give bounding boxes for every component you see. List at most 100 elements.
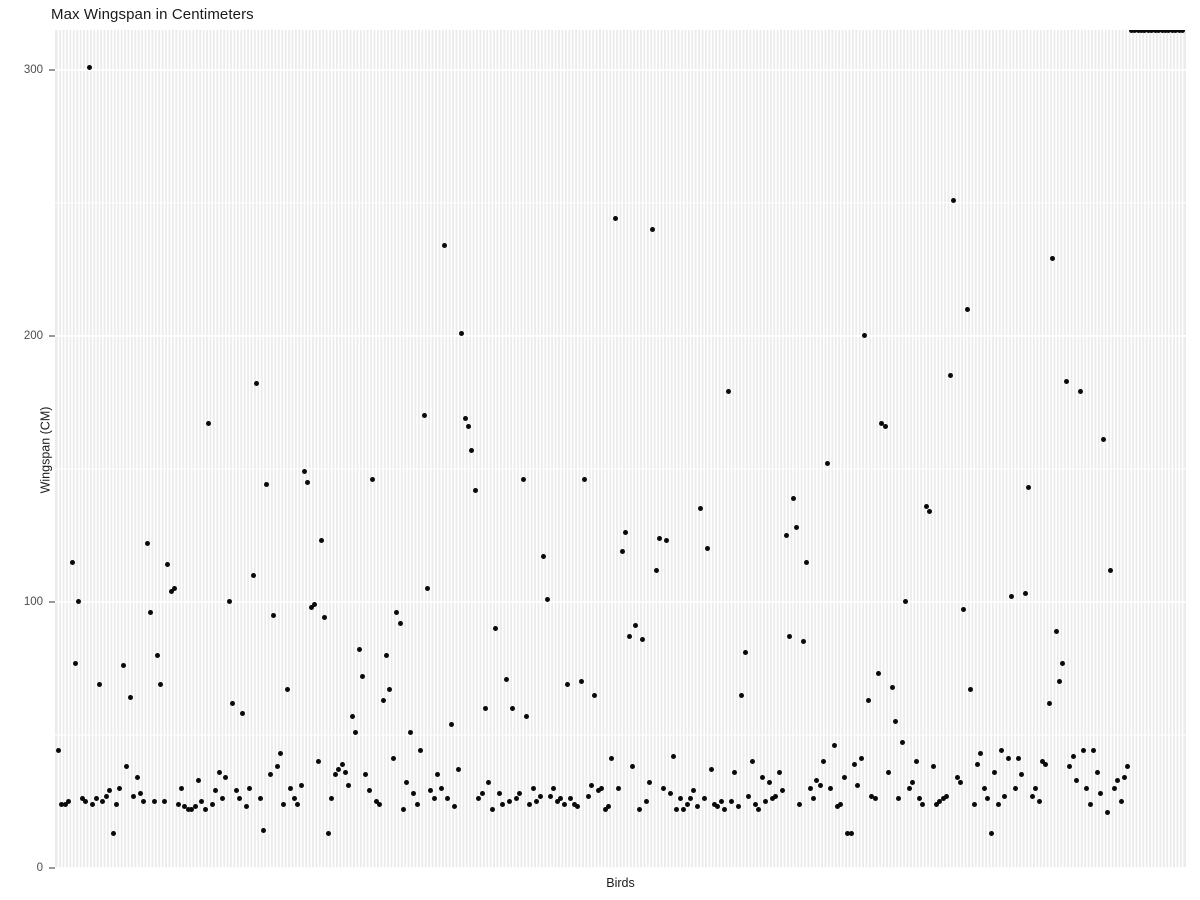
data-point: [158, 681, 164, 687]
data-point: [250, 572, 256, 578]
data-point: [643, 798, 649, 804]
data-point: [308, 604, 314, 610]
data-point: [578, 679, 584, 685]
data-point: [923, 503, 929, 509]
data-point: [510, 705, 516, 711]
data-point: [1145, 30, 1151, 33]
data-point: [729, 798, 735, 804]
x-axis-title: Birds: [606, 876, 635, 890]
data-point: [872, 796, 878, 802]
data-point: [845, 830, 851, 836]
data-point: [1091, 748, 1097, 754]
data-point: [735, 804, 741, 810]
data-point: [633, 623, 639, 629]
data-point: [790, 495, 796, 501]
data-point: [59, 801, 65, 807]
data-point: [746, 793, 752, 799]
data-point: [558, 796, 564, 802]
data-point: [739, 692, 745, 698]
data-point: [1043, 761, 1049, 767]
data-point: [1022, 591, 1028, 597]
data-point: [137, 791, 143, 796]
data-point: [114, 801, 119, 807]
data-point: [96, 681, 102, 687]
data-point: [407, 729, 413, 735]
data-point: [319, 538, 325, 544]
data-point: [284, 687, 290, 693]
data-point: [814, 777, 820, 783]
data-point: [298, 783, 304, 789]
data-point: [896, 796, 902, 802]
data-point: [657, 535, 663, 541]
data-point: [571, 801, 577, 807]
data-point: [636, 806, 642, 812]
data-point: [107, 788, 113, 794]
data-point: [930, 764, 936, 770]
data-point: [612, 216, 618, 222]
data-point: [858, 756, 864, 762]
data-point: [797, 801, 803, 807]
data-point: [694, 804, 700, 810]
data-point: [69, 559, 75, 565]
data-point: [759, 775, 765, 781]
data-point: [202, 806, 208, 812]
data-point: [506, 798, 512, 804]
data-point: [903, 599, 909, 605]
data-point: [1046, 700, 1052, 706]
data-point: [144, 540, 150, 546]
data-point: [756, 806, 762, 812]
data-point: [1033, 785, 1039, 791]
data-point: [551, 785, 557, 791]
data-point: [882, 423, 888, 429]
plot-panel: [55, 30, 1186, 868]
data-point: [964, 306, 970, 312]
data-point: [565, 681, 571, 687]
data-point: [1036, 798, 1042, 804]
data-point: [486, 780, 492, 786]
data-point: [199, 798, 205, 804]
data-point: [117, 785, 123, 791]
data-point: [674, 806, 680, 812]
data-point: [711, 801, 717, 807]
data-point: [653, 567, 659, 573]
data-point: [1070, 753, 1076, 759]
data-point: [206, 421, 212, 427]
data-point: [862, 333, 868, 339]
data-point: [770, 796, 776, 802]
data-point: [281, 801, 287, 807]
data-point: [213, 788, 219, 794]
data-point: [606, 804, 612, 810]
data-point: [841, 775, 847, 781]
data-point: [291, 796, 297, 802]
data-point: [325, 830, 331, 836]
data-point: [865, 697, 871, 703]
data-point: [998, 748, 1004, 754]
data-point: [585, 793, 591, 799]
data-point: [476, 796, 482, 802]
data-point: [783, 532, 789, 538]
data-point: [233, 788, 239, 794]
data-point: [366, 788, 372, 794]
data-point: [274, 764, 280, 770]
data-point: [127, 695, 133, 701]
data-point: [940, 796, 946, 802]
data-point: [1002, 793, 1008, 799]
data-point: [927, 509, 933, 515]
data-point: [688, 796, 694, 802]
data-point: [780, 788, 786, 794]
data-point: [356, 647, 362, 653]
data-point: [1125, 764, 1131, 770]
data-point: [479, 791, 485, 796]
data-point: [599, 785, 605, 791]
y-tick-label: 300: [23, 63, 43, 76]
data-point: [800, 639, 806, 645]
data-point: [667, 791, 673, 796]
y-tick-label: 100: [23, 595, 43, 608]
data-point: [435, 772, 441, 778]
page-title: Max Wingspan in Centimeters: [51, 6, 254, 23]
y-tick-mark: [49, 867, 55, 869]
data-point: [530, 785, 536, 791]
data-point: [1152, 30, 1158, 33]
data-point: [373, 798, 379, 804]
data-point: [681, 806, 687, 812]
